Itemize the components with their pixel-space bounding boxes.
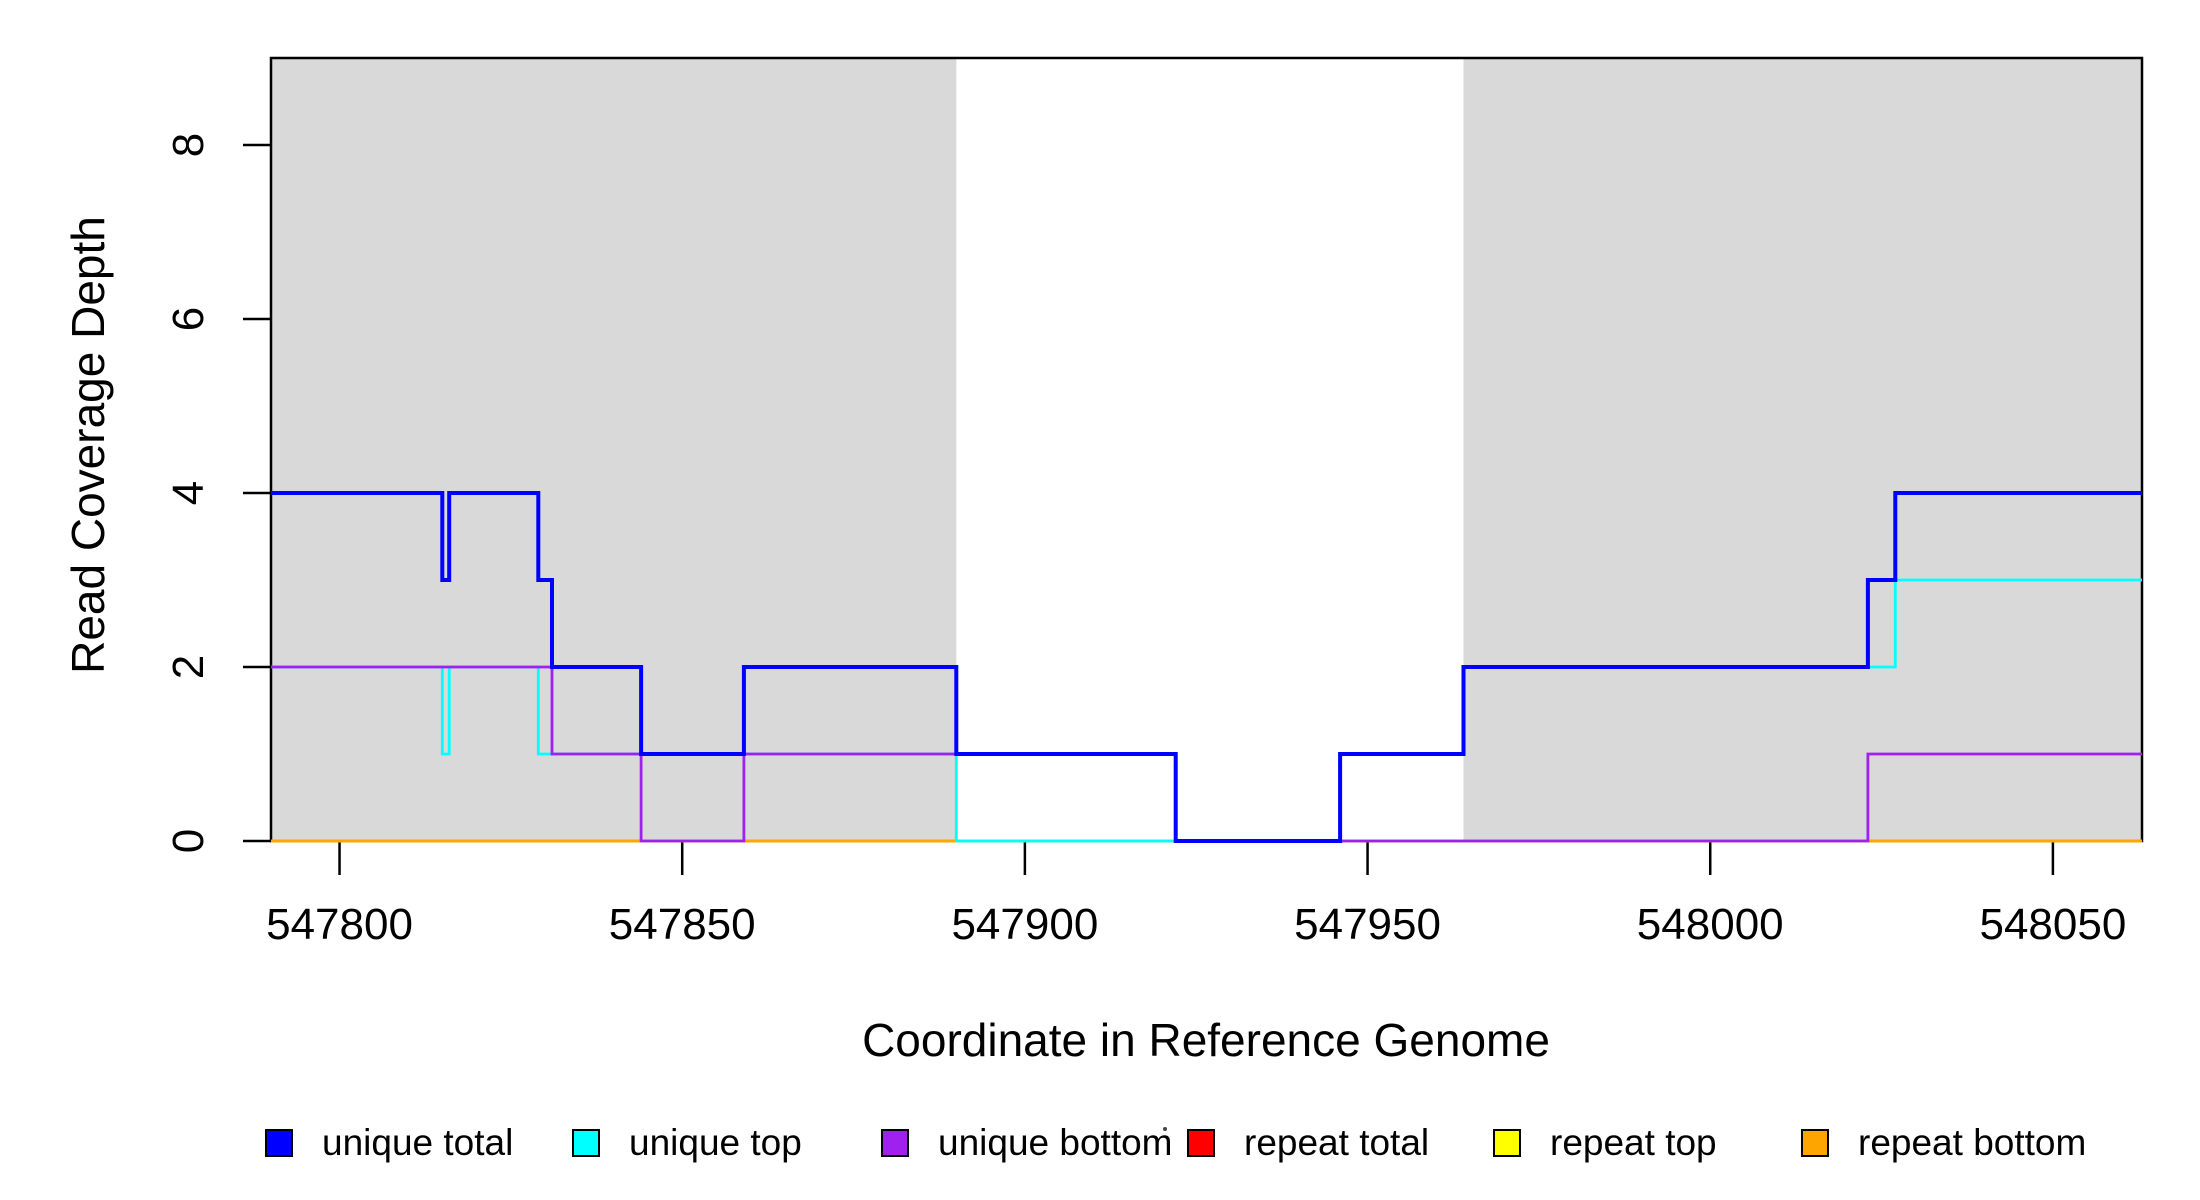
series-unique-total: [271, 491, 2142, 843]
y-axis-title: Read Coverage Depth: [62, 216, 114, 674]
x-axis-title: Coordinate in Reference Genome: [862, 1014, 1550, 1066]
stray-dot: [1163, 1127, 1167, 1131]
shaded-repeat-region: [1463, 58, 2142, 841]
series-unique-bottom: [271, 665, 2142, 843]
shaded-repeat-region: [271, 58, 957, 841]
